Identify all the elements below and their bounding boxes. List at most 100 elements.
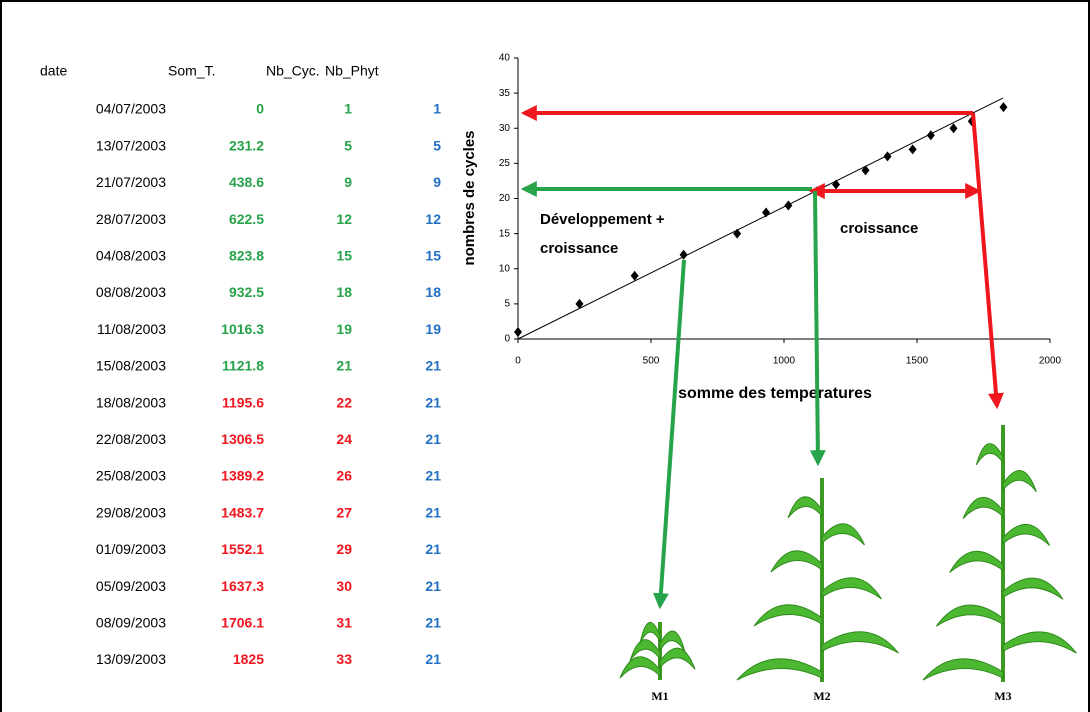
plant-leaf <box>629 639 661 662</box>
annotation: Développement + <box>540 211 665 228</box>
table-cell: 1121.8 <box>222 358 264 374</box>
plant-leaf <box>1002 631 1077 654</box>
table-cell: 21 <box>425 468 441 484</box>
table-cell: 0 <box>256 101 264 117</box>
table-cell: 26 <box>336 468 352 484</box>
y-tick-label: 40 <box>499 53 511 64</box>
table-cell: 21 <box>425 651 441 667</box>
plant-label: M2 <box>813 689 830 703</box>
table-cell: 22 <box>336 394 352 410</box>
data-point <box>832 179 841 190</box>
table-cell: 438.6 <box>229 174 264 190</box>
table-cell: 21 <box>336 358 352 374</box>
table-cell: 19 <box>336 321 352 337</box>
y-axis-label: nombres de cycles <box>461 130 478 265</box>
table-cell: 08/09/2003 <box>96 615 166 631</box>
y-tick-label: 0 <box>504 334 510 345</box>
table-cell: 15 <box>336 248 352 264</box>
y-tick-label: 5 <box>504 299 510 310</box>
plant-leaf <box>753 604 823 627</box>
table-cell: 21 <box>425 394 441 410</box>
chart: 0 5 10 15 20 25 30 35 40 0 500 1000 1500 2000 somme de… <box>461 53 1062 403</box>
arrow <box>809 190 826 467</box>
table-cell: 12 <box>425 211 441 227</box>
table-cell: 25/08/2003 <box>96 468 166 484</box>
table-cell: 1706.1 <box>221 615 264 631</box>
plant-leaf <box>949 550 1004 573</box>
table-cell: 29/08/2003 <box>96 504 166 520</box>
table-cell: 29 <box>336 541 352 557</box>
data-point <box>514 326 522 337</box>
data-point <box>999 102 1008 113</box>
table-cell: 21 <box>425 541 441 557</box>
table-cell: 1389.2 <box>221 468 264 484</box>
x-tick-label: 1000 <box>773 356 796 367</box>
plant-leaf <box>736 658 823 681</box>
plant-leaf <box>1002 470 1037 493</box>
table-cell: 27 <box>336 504 352 520</box>
plant-leaf <box>821 523 865 546</box>
plant-leaf <box>935 604 1004 627</box>
plant-leaf <box>975 443 1004 466</box>
table-cell: 823.8 <box>229 248 264 264</box>
trend-line <box>517 97 1004 340</box>
table-cell: 08/08/2003 <box>96 284 166 300</box>
plant-label: M3 <box>994 689 1011 703</box>
data-point <box>630 270 639 281</box>
arrows <box>520 105 1004 610</box>
plant-leaf <box>1002 523 1051 546</box>
data-point <box>575 298 584 309</box>
plant-leaf <box>639 622 661 644</box>
data-point <box>908 144 917 155</box>
table-cell: 12 <box>336 211 352 227</box>
table-cell: 18 <box>425 284 441 300</box>
data-point <box>861 165 870 176</box>
plant-label: M1 <box>651 689 668 703</box>
table-cell: 622.5 <box>229 211 264 227</box>
data-point <box>784 200 793 211</box>
column-header: Som_T. <box>168 63 215 79</box>
table-cell: 28/07/2003 <box>96 211 166 227</box>
plant-leaf <box>821 577 882 600</box>
table-cell: 21 <box>425 504 441 520</box>
table-cell: 5 <box>344 137 352 153</box>
data-point <box>926 130 935 141</box>
data-point <box>762 207 771 218</box>
table-cell: 21 <box>425 578 441 594</box>
arrow <box>971 112 1004 410</box>
table-cell: 1637.3 <box>221 578 264 594</box>
plant-leaf <box>770 550 823 573</box>
column-header: date <box>40 63 67 79</box>
x-tick-label: 0 <box>515 356 521 367</box>
table-cell: 15 <box>425 248 441 264</box>
table-cell: 21 <box>425 358 441 374</box>
y-tick-label: 35 <box>499 88 511 99</box>
table-cell: 22/08/2003 <box>96 431 166 447</box>
table-cell: 21/07/2003 <box>96 174 166 190</box>
table-cell: 24 <box>336 431 352 447</box>
table-cell: 1 <box>344 101 352 117</box>
table-cell: 1483.7 <box>221 504 264 520</box>
y-tick-label: 10 <box>499 263 511 274</box>
table-cell: 5 <box>433 137 441 153</box>
table-cell: 11/08/2003 <box>97 321 166 337</box>
table-cell: 15/08/2003 <box>96 358 166 374</box>
table-cell: 1825 <box>233 651 264 667</box>
plants: M1 M2 M3 <box>619 425 1077 703</box>
table-cell: 1016.3 <box>221 321 264 337</box>
table-cell: 04/07/2003 <box>96 101 166 117</box>
annotation: croissance <box>840 220 918 237</box>
table-cell: 1552.1 <box>221 541 264 557</box>
plant-leaf <box>659 630 686 653</box>
x-tick-label: 1500 <box>906 356 929 367</box>
table-cell: 1306.5 <box>221 431 264 447</box>
table-cell: 01/09/2003 <box>96 541 166 557</box>
y-tick-label: 15 <box>499 228 511 239</box>
annotation: croissance <box>540 240 618 257</box>
table-cell: 31 <box>336 615 352 631</box>
table-cell: 30 <box>336 578 352 594</box>
table-cell: 04/08/2003 <box>96 248 166 264</box>
table-cell: 1195.6 <box>222 394 264 410</box>
